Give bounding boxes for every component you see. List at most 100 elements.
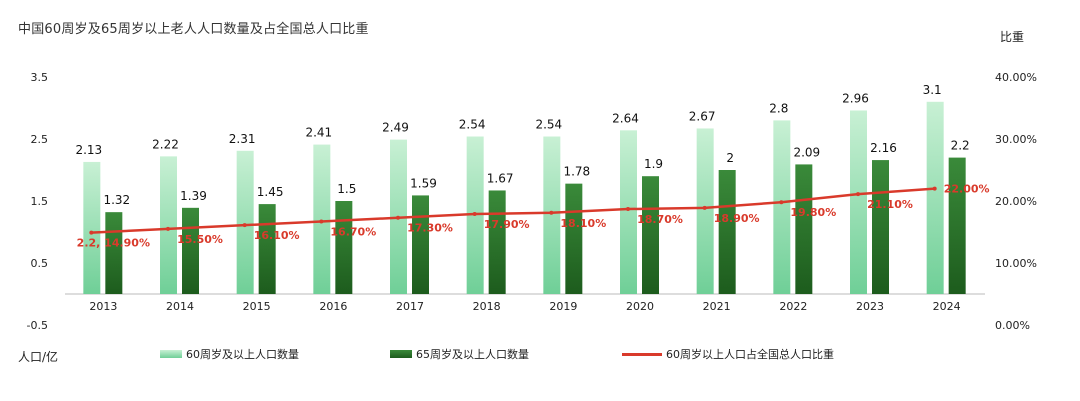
bar-60: [773, 120, 791, 295]
ratio-point: [472, 212, 477, 217]
bar-60: [926, 101, 944, 294]
left-axis-unit: 人口/亿: [18, 350, 59, 364]
bar-65: [795, 164, 813, 294]
legend-label-ratio: 60周岁以上人口占全国总人口比重: [666, 348, 834, 361]
legend-label-65: 65周岁及以上人口数量: [416, 348, 529, 361]
ratio-point: [549, 210, 554, 215]
y-tick-right: 20.00%: [995, 195, 1037, 208]
bar-65: [488, 190, 506, 294]
bar-65: [948, 157, 966, 294]
bar-65: [412, 195, 429, 294]
x-tick-label: 2021: [703, 300, 731, 313]
data-label-60: 2.13: [75, 143, 102, 157]
y-tick-left: 0.5: [31, 257, 49, 270]
ratio-label: 16.70%: [330, 225, 376, 238]
ratio-line: [91, 187, 935, 234]
x-tick-label: 2016: [319, 300, 347, 313]
y-tick-left: -0.5: [27, 319, 48, 332]
bar-60: [236, 150, 254, 294]
x-tick-label: 2014: [166, 300, 194, 313]
y-tick-right: 40.00%: [995, 71, 1037, 84]
ratio-point: [856, 192, 860, 197]
data-label-60: 2.22: [152, 137, 179, 151]
data-label-65: 2.2: [951, 139, 970, 153]
ratio-point: [702, 205, 707, 210]
ratio-point: [319, 219, 324, 224]
ratio-point: [89, 230, 94, 235]
data-label-60: 2.8: [769, 101, 788, 115]
ratio-label: 18.90%: [714, 212, 760, 225]
x-tick-label: 2020: [626, 300, 654, 313]
legend-item-65: 65周岁及以上人口数量: [390, 346, 529, 362]
data-label-60: 2.64: [612, 111, 639, 125]
chart-title: 中国60周岁及65周岁以上老人人口数量及占全国总人口比重: [18, 22, 369, 37]
bar-65: [258, 204, 276, 294]
data-label-65: 1.45: [257, 185, 284, 199]
ratio-label: 22.00%: [944, 183, 990, 196]
bar-65: [718, 170, 736, 294]
bar-65: [182, 207, 199, 294]
data-label-60: 2.41: [305, 126, 332, 140]
data-label-65: 1.9: [644, 157, 663, 171]
ratio-label: 19.80%: [790, 206, 836, 219]
x-tick-label: 2023: [856, 300, 884, 313]
bar-60: [850, 110, 867, 294]
ratio-label: 15.50%: [177, 233, 223, 246]
data-label-60: 2.67: [689, 109, 716, 123]
bar-65: [335, 201, 353, 294]
bar-60: [83, 161, 101, 294]
x-tick-label: 2017: [396, 300, 424, 313]
ratio-point: [396, 215, 400, 220]
y-tick-left: 2.5: [31, 133, 49, 146]
data-label-65: 1.78: [563, 165, 590, 179]
ratio-point: [166, 226, 170, 231]
ratio-point: [779, 200, 784, 205]
bar-60: [696, 128, 714, 294]
ratio-label: 16.10%: [254, 229, 300, 242]
data-label-60: 2.54: [459, 118, 486, 132]
bar-60: [620, 130, 637, 294]
y-tick-right: 30.00%: [995, 133, 1037, 146]
ratio-label: 2.2, 14.90%: [77, 237, 150, 250]
legend-swatch-60: [160, 350, 182, 358]
y-tick-left: 1.5: [31, 195, 49, 208]
y-tick-right: 0.00%: [995, 319, 1030, 332]
bar-60: [543, 136, 561, 294]
x-tick-label: 2015: [243, 300, 271, 313]
ratio-label: 17.90%: [484, 218, 530, 231]
x-tick-label: 2013: [89, 300, 117, 313]
x-tick-label: 2019: [549, 300, 577, 313]
ratio-point: [626, 207, 630, 212]
data-label-60: 2.96: [842, 91, 869, 105]
x-tick-label: 2022: [779, 300, 807, 313]
bar-65: [642, 176, 659, 294]
bar-65: [872, 160, 889, 294]
y-tick-left: 3.5: [31, 71, 49, 84]
legend-item-ratio: 60周岁以上人口占全国总人口比重: [622, 346, 834, 362]
ratio-label: 18.70%: [637, 213, 683, 226]
ratio-point: [242, 223, 247, 228]
legend-swatch-65: [390, 350, 412, 358]
bar-65: [565, 183, 583, 294]
data-label-65: 2.16: [870, 141, 897, 155]
y-tick-right: 10.00%: [995, 257, 1037, 270]
ratio-label: 18.10%: [560, 217, 606, 230]
data-label-60: 3.1: [923, 83, 942, 97]
data-label-65: 2.09: [793, 145, 820, 159]
bar-60: [160, 156, 177, 294]
x-tick-label: 2024: [933, 300, 961, 313]
ratio-label: 21.10%: [867, 198, 913, 211]
data-label-65: 1.67: [487, 171, 514, 185]
data-label-65: 1.39: [180, 189, 207, 203]
data-label-60: 2.54: [535, 118, 562, 132]
bar-60: [313, 144, 331, 294]
ratio-label: 17.30%: [407, 222, 453, 235]
legend-label-60: 60周岁及以上人口数量: [186, 348, 299, 361]
data-label-60: 2.49: [382, 121, 409, 135]
data-label-65: 2: [726, 151, 734, 165]
legend-item-60: 60周岁及以上人口数量: [160, 346, 299, 362]
right-axis-unit: 比重: [1000, 30, 1025, 44]
data-label-65: 1.5: [337, 182, 356, 196]
data-label-60: 2.31: [229, 132, 256, 146]
